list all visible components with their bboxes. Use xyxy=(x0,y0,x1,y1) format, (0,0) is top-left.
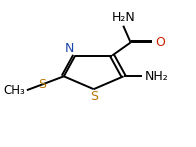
Text: N: N xyxy=(64,42,74,55)
Text: H₂N: H₂N xyxy=(111,11,135,24)
Text: S: S xyxy=(39,78,47,91)
Text: O: O xyxy=(155,36,165,49)
Text: NH₂: NH₂ xyxy=(144,70,168,83)
Text: S: S xyxy=(90,90,98,103)
Text: CH₃: CH₃ xyxy=(3,84,25,97)
